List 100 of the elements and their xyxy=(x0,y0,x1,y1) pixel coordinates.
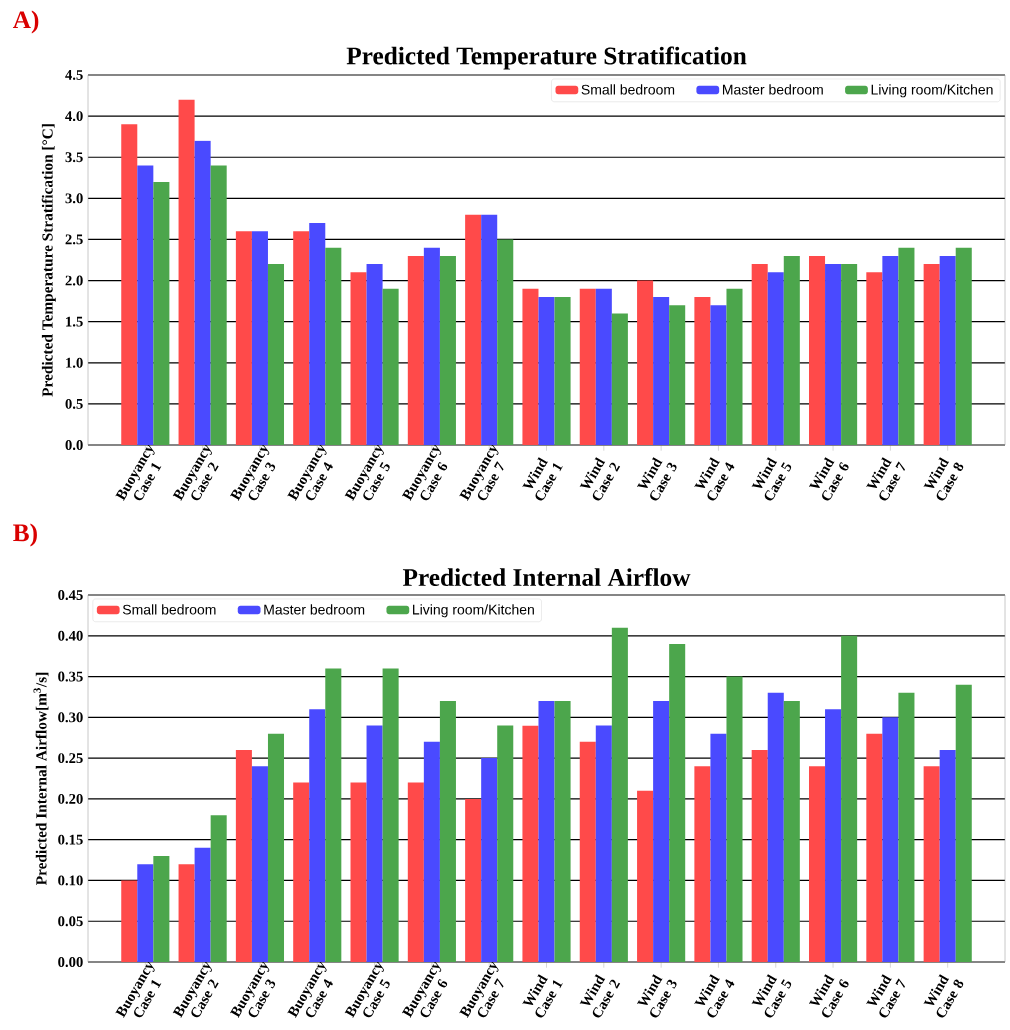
y-tick-label: 3.5 xyxy=(65,152,83,163)
bar xyxy=(579,741,596,963)
bar xyxy=(825,264,842,445)
bar xyxy=(293,231,310,445)
bar xyxy=(121,880,138,963)
bar xyxy=(267,733,285,963)
bar xyxy=(481,214,498,445)
bar xyxy=(809,766,826,963)
bar xyxy=(465,798,482,963)
bar xyxy=(194,140,211,445)
bar xyxy=(726,288,743,445)
y-tick-label: 4.5 xyxy=(65,70,83,80)
bar xyxy=(325,668,342,963)
bar xyxy=(366,264,383,445)
bar xyxy=(882,717,899,963)
y-tick-label: 0.10 xyxy=(58,875,83,886)
y-tick-label: 0.35 xyxy=(58,671,83,682)
y-tick-label: 0.5 xyxy=(65,398,83,409)
y-tick-label: 0.20 xyxy=(58,793,83,804)
bar xyxy=(637,790,654,963)
bar xyxy=(611,313,628,445)
bar xyxy=(423,247,440,445)
bar xyxy=(751,749,768,963)
bar xyxy=(955,247,972,445)
bar xyxy=(767,692,784,963)
bar xyxy=(809,255,826,445)
bar xyxy=(137,165,154,445)
bar xyxy=(579,288,596,445)
y-tick-label: 3.0 xyxy=(65,193,83,204)
bar xyxy=(751,264,768,445)
bar xyxy=(366,725,383,963)
bar xyxy=(939,749,956,963)
bar xyxy=(325,247,342,445)
bar xyxy=(866,733,883,963)
bar xyxy=(669,305,686,445)
bar xyxy=(522,288,539,445)
bar xyxy=(309,223,326,445)
y-tick-label: 0.45 xyxy=(58,590,83,600)
bar xyxy=(423,741,440,963)
bar xyxy=(611,627,628,963)
bar xyxy=(235,231,252,445)
bar xyxy=(235,749,252,963)
bar xyxy=(923,264,940,445)
bar xyxy=(554,701,571,963)
bar xyxy=(153,855,170,963)
bar xyxy=(153,181,170,445)
bar xyxy=(710,733,727,963)
bar xyxy=(767,272,784,445)
bar xyxy=(866,272,883,445)
bar xyxy=(841,635,858,963)
bar xyxy=(251,766,268,963)
y-tick-label: 0.05 xyxy=(58,916,83,927)
y-tick-label: 0.30 xyxy=(58,712,83,723)
y-tick-label: 0.15 xyxy=(58,834,83,845)
bar xyxy=(309,709,326,963)
y-tick-label: 2.5 xyxy=(65,234,83,245)
bar xyxy=(898,247,915,445)
bar xyxy=(898,692,915,963)
y-tick-label: 0.40 xyxy=(58,630,83,641)
bar xyxy=(194,847,211,963)
legend-label: Master bedroom xyxy=(264,604,365,615)
bar xyxy=(694,297,711,445)
bar xyxy=(783,255,800,445)
legend-label: Living room/Kitchen xyxy=(413,604,534,618)
chart-title: Predicted Temperature Stratification xyxy=(346,46,747,70)
bar xyxy=(350,782,367,963)
bar xyxy=(825,709,842,963)
bar xyxy=(882,255,899,445)
bar xyxy=(554,297,571,445)
y-tick-label: 0.25 xyxy=(58,753,83,764)
bar xyxy=(538,701,555,963)
legend-label: Master bedroom xyxy=(722,84,823,95)
legend-label: Small bedroom xyxy=(581,84,675,95)
bar xyxy=(407,782,424,963)
bar xyxy=(726,676,743,963)
y-tick-label: 1.5 xyxy=(66,316,83,327)
y-tick-label: 2.0 xyxy=(65,275,83,286)
bar xyxy=(637,280,654,445)
bar xyxy=(538,297,555,445)
y-tick-label: 0.0 xyxy=(65,440,83,450)
bar xyxy=(407,255,424,445)
bar xyxy=(522,725,539,963)
bar xyxy=(939,255,956,445)
bar xyxy=(210,165,227,445)
text: A) xyxy=(12,10,39,34)
bar xyxy=(178,99,195,445)
bar xyxy=(955,684,972,963)
y-axis-title: Predicted Internal Airflow[m$^{3}$/s] xyxy=(33,672,49,886)
bar xyxy=(841,264,858,445)
legend-label: Small bedroom xyxy=(122,604,216,615)
bar xyxy=(210,815,227,963)
bar xyxy=(137,864,154,963)
bar xyxy=(783,701,800,963)
y-tick-label: 1.0 xyxy=(66,357,83,368)
legend-label: Living room/Kitchen xyxy=(871,84,993,98)
bar xyxy=(694,766,711,963)
bar xyxy=(251,231,268,445)
chart-title: Predicted Internal Airflow xyxy=(402,567,691,587)
bar xyxy=(439,255,456,445)
bar xyxy=(653,297,670,445)
